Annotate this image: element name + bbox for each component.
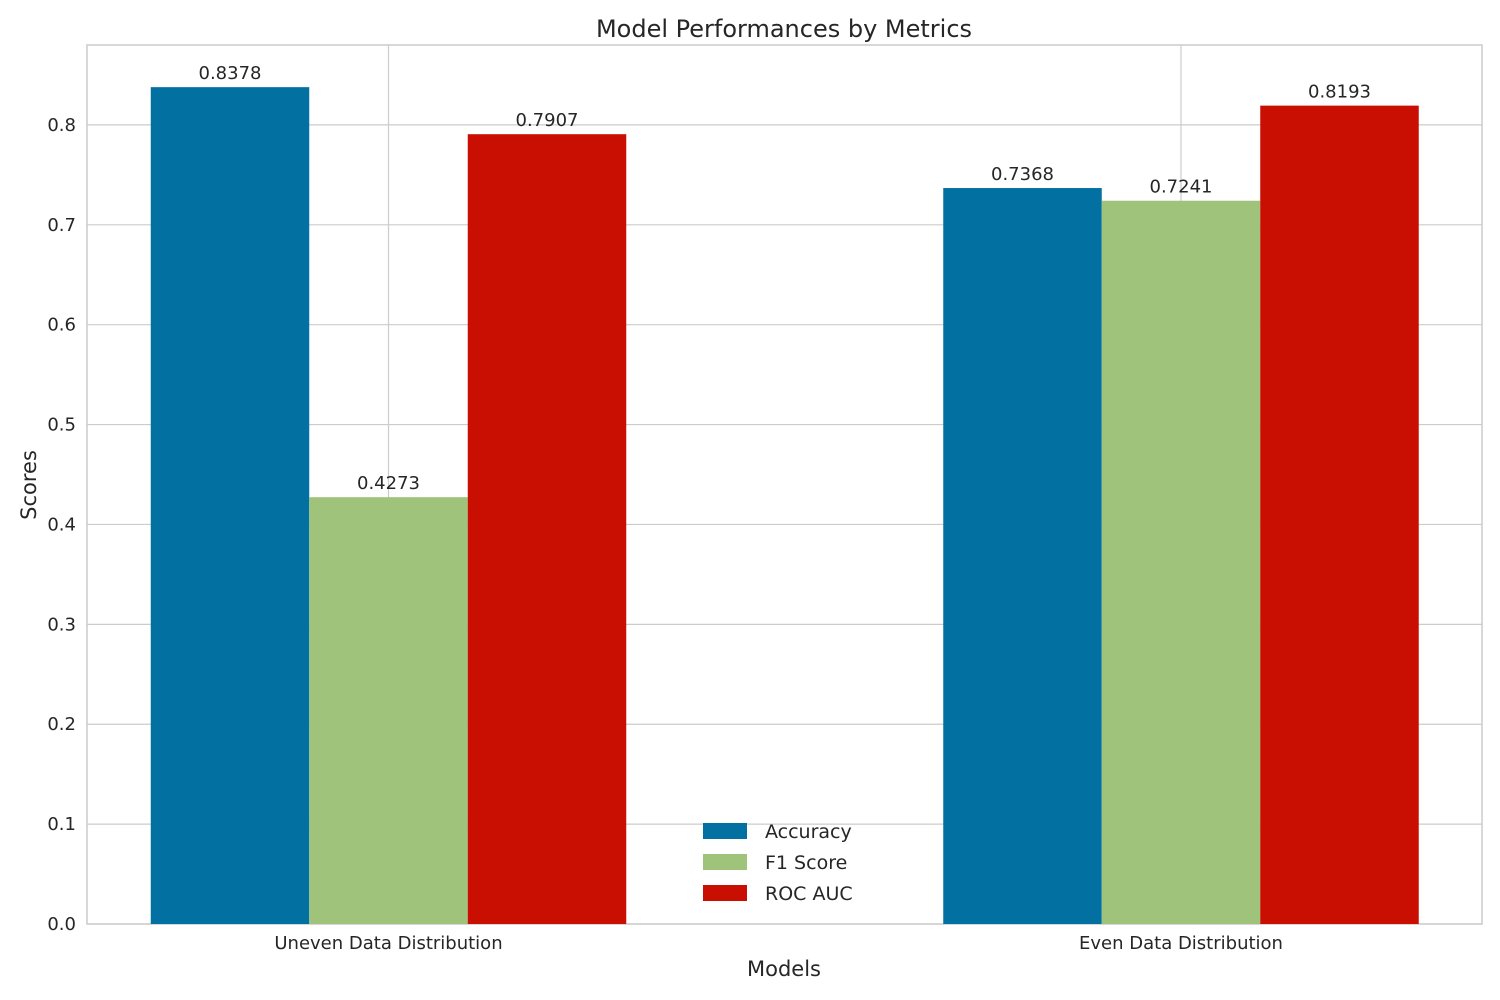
y-tick-label: 0.4 — [47, 514, 76, 535]
bar-value-label: 0.4273 — [357, 473, 420, 494]
bar-roc-auc — [467, 134, 627, 925]
y-tick-label: 0.0 — [47, 914, 76, 935]
y-tick-label: 0.1 — [47, 814, 76, 835]
legend-label: ROC AUC — [765, 883, 853, 905]
legend-swatch — [703, 854, 747, 870]
legend-label: Accuracy — [765, 821, 852, 843]
bar-roc-auc — [1260, 105, 1419, 924]
y-axis-label: Scores — [17, 450, 41, 520]
bar-value-label: 0.7241 — [1150, 177, 1213, 198]
y-tick-label: 0.8 — [47, 115, 76, 136]
legend-swatch — [703, 823, 747, 839]
bar-f1-score — [309, 497, 468, 924]
x-axis-ticks: Uneven Data Distribution Even Data Distri… — [274, 933, 1283, 954]
x-tick-label: Uneven Data Distribution — [274, 933, 502, 954]
bar-accuracy — [150, 87, 310, 925]
bar-value-label: 0.7368 — [991, 164, 1054, 185]
legend-label: F1 Score — [765, 852, 847, 874]
legend: Accuracy F1 Score ROC AUC — [703, 821, 853, 905]
data-labels: 0.8378 0.7368 0.4273 0.7241 0.7907 0.8193 — [199, 63, 1371, 494]
bar-accuracy — [943, 188, 1102, 924]
chart-title: Model Performances by Metrics — [596, 15, 972, 43]
y-tick-label: 0.7 — [47, 215, 76, 236]
bar-value-label: 0.8378 — [199, 63, 262, 84]
bar-value-label: 0.7907 — [516, 110, 579, 131]
y-tick-label: 0.2 — [47, 714, 76, 735]
x-tick-label: Even Data Distribution — [1079, 933, 1283, 954]
bar-value-label: 0.8193 — [1308, 82, 1371, 103]
legend-swatch — [703, 885, 747, 901]
x-axis-label: Models — [747, 957, 821, 981]
y-tick-label: 0.6 — [47, 315, 76, 336]
bar-f1-score — [1101, 200, 1261, 924]
y-tick-label: 0.3 — [47, 614, 76, 635]
y-axis-ticks: 0.0 0.1 0.2 0.3 0.4 0.5 0.6 0.7 0.8 — [47, 115, 76, 935]
y-tick-label: 0.5 — [47, 415, 76, 436]
bars — [150, 87, 1419, 925]
plot-area-frame — [86, 44, 1483, 925]
